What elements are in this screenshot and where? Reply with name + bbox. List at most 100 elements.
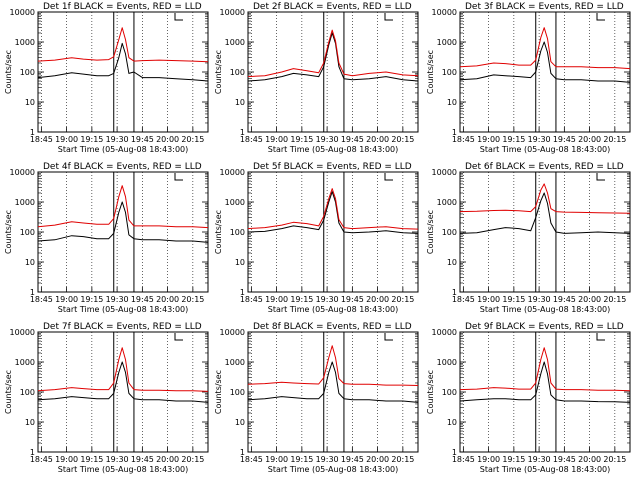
x-tick-label: 19:30 <box>528 455 551 464</box>
y-tick-label: 1000 <box>15 358 35 367</box>
x-tick-label: 19:15 <box>502 455 525 464</box>
x-tick-label: 19:30 <box>106 135 129 144</box>
x-tick-label: 19:15 <box>290 455 313 464</box>
y-tick-label: 10 <box>235 98 245 107</box>
chart-title: Det 7f BLACK = Events, RED = LLD <box>43 322 202 332</box>
series-line-lld <box>247 188 419 230</box>
legend-mark <box>174 173 183 181</box>
x-axis-label: Start Time (05-Aug-08 18:43:00) <box>58 465 189 474</box>
legend-mark <box>596 173 605 181</box>
x-axis-label: Start Time (05-Aug-08 18:43:00) <box>480 465 611 474</box>
y-tick-label: 1000 <box>437 198 457 207</box>
chart-title: Det 5f BLACK = Events, RED = LLD <box>253 162 412 172</box>
series-line-events <box>37 201 209 243</box>
series-line-lld <box>37 185 209 229</box>
y-tick-label: 1 <box>240 128 245 137</box>
chart-panel-4: Det 4f BLACK = Events, RED = LLD 1 10 100 10… <box>4 162 209 314</box>
y-tick-label: 100 <box>442 388 457 397</box>
x-tick-label: 19:45 <box>131 455 154 464</box>
series-line-lld <box>247 345 419 386</box>
x-axis-label: Start Time (05-Aug-08 18:43:00) <box>268 465 399 474</box>
x-tick-label: 19:45 <box>131 295 154 304</box>
legend-mark <box>596 13 605 21</box>
x-tick-label: 19:15 <box>80 455 103 464</box>
y-tick-label: 100 <box>442 228 457 237</box>
y-tick-label: 10000 <box>10 168 35 177</box>
x-tick-label: 18:45 <box>240 455 263 464</box>
y-tick-label: 1000 <box>437 358 457 367</box>
x-tick-label: 19:45 <box>553 295 576 304</box>
x-tick-label: 19:00 <box>265 455 288 464</box>
x-tick-label: 20:15 <box>181 135 204 144</box>
y-tick-label: 1000 <box>225 38 245 47</box>
series-line-lld <box>459 183 631 214</box>
y-axis-label: Counts/sec <box>4 210 13 254</box>
x-tick-label: 19:15 <box>80 295 103 304</box>
series-line-lld <box>37 347 209 392</box>
series-line-events <box>247 361 419 403</box>
x-tick-label: 20:15 <box>603 135 626 144</box>
x-tick-label: 18:45 <box>240 135 263 144</box>
x-tick-label: 19:30 <box>106 295 129 304</box>
y-tick-label: 10 <box>25 418 35 427</box>
series-line-events <box>37 361 209 403</box>
chart-panel-9: Det 9f BLACK = Events, RED = LLD 1 10 100 10… <box>426 322 631 474</box>
x-tick-label: 19:00 <box>55 135 78 144</box>
chart-title: Det 9f BLACK = Events, RED = LLD <box>465 322 624 332</box>
x-axis-label: Start Time (05-Aug-08 18:43:00) <box>58 305 189 314</box>
y-tick-label: 1 <box>30 288 35 297</box>
legend-mark <box>384 173 393 181</box>
y-tick-label: 10 <box>447 258 457 267</box>
legend-mark <box>384 13 393 21</box>
x-tick-label: 19:30 <box>106 455 129 464</box>
x-tick-label: 20:00 <box>578 135 601 144</box>
x-tick-label: 19:15 <box>502 295 525 304</box>
x-tick-label: 20:00 <box>156 455 179 464</box>
y-tick-label: 1 <box>240 448 245 457</box>
y-tick-label: 1 <box>452 448 457 457</box>
y-tick-label: 100 <box>20 388 35 397</box>
y-axis-label: Counts/sec <box>426 370 435 414</box>
x-tick-label: 19:15 <box>290 135 313 144</box>
y-tick-label: 10 <box>447 418 457 427</box>
x-tick-label: 19:00 <box>55 455 78 464</box>
chart-panel-5: Det 5f BLACK = Events, RED = LLD 1 10 100 10… <box>214 162 419 314</box>
series-line-lld <box>247 29 419 78</box>
x-tick-label: 19:00 <box>477 135 500 144</box>
x-tick-label: 18:45 <box>30 135 53 144</box>
chart-panel-6: Det 6f BLACK = Events, RED = LLD 1 10 100 10… <box>426 162 631 314</box>
series-line-events <box>459 361 631 403</box>
legend-mark <box>596 333 605 341</box>
x-tick-label: 20:15 <box>603 455 626 464</box>
y-axis-label: Counts/sec <box>4 370 13 414</box>
y-axis-label: Counts/sec <box>4 50 13 94</box>
x-tick-label: 19:15 <box>80 135 103 144</box>
y-tick-label: 10000 <box>220 8 245 17</box>
y-tick-label: 10 <box>447 98 457 107</box>
y-tick-label: 10 <box>235 418 245 427</box>
y-tick-label: 10000 <box>10 8 35 17</box>
y-tick-label: 10000 <box>432 328 457 337</box>
x-tick-label: 20:00 <box>366 135 389 144</box>
x-tick-label: 19:45 <box>131 135 154 144</box>
x-tick-label: 18:45 <box>452 455 475 464</box>
x-tick-label: 19:45 <box>341 135 364 144</box>
x-tick-label: 19:00 <box>265 295 288 304</box>
x-tick-label: 20:00 <box>156 295 179 304</box>
x-tick-label: 20:00 <box>366 295 389 304</box>
y-axis-label: Counts/sec <box>426 210 435 254</box>
chart-title: Det 4f BLACK = Events, RED = LLD <box>43 162 202 172</box>
y-tick-label: 100 <box>230 68 245 77</box>
series-line-lld <box>459 27 631 70</box>
x-tick-label: 20:00 <box>366 455 389 464</box>
y-tick-label: 100 <box>230 228 245 237</box>
y-tick-label: 1000 <box>15 198 35 207</box>
y-tick-label: 10000 <box>220 168 245 177</box>
x-tick-label: 19:00 <box>55 295 78 304</box>
x-tick-label: 20:15 <box>181 295 204 304</box>
x-tick-label: 20:00 <box>578 455 601 464</box>
y-tick-label: 1000 <box>225 358 245 367</box>
series-line-events <box>37 42 209 82</box>
y-tick-label: 10 <box>235 258 245 267</box>
